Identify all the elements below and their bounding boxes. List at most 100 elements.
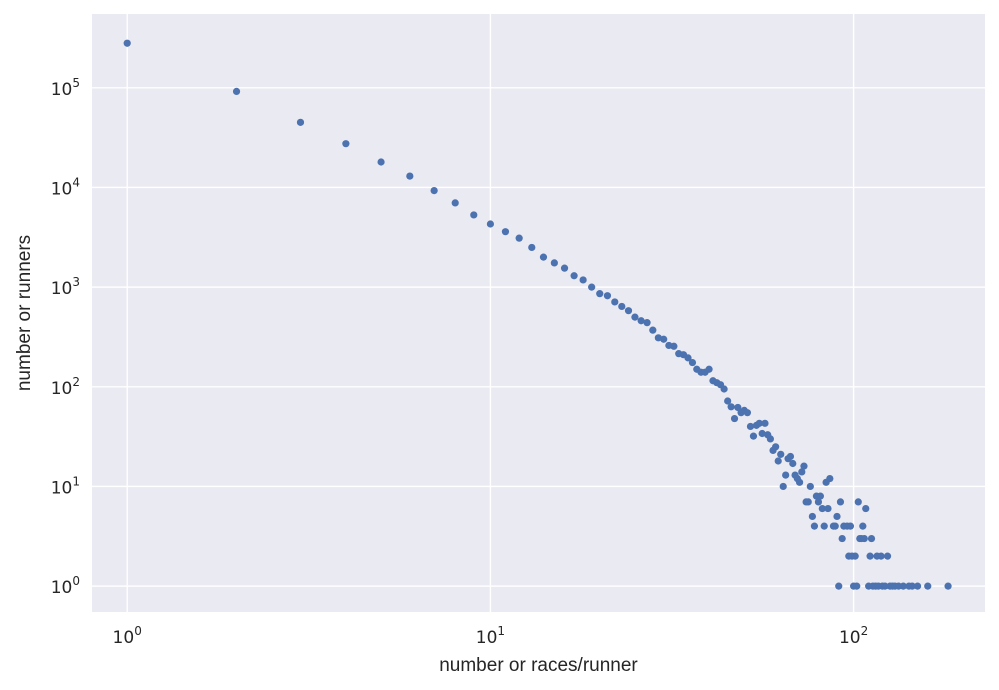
x-tick-label: 100 (113, 624, 142, 648)
y-tick-label: 104 (51, 175, 80, 199)
data-point (789, 459, 797, 468)
data-point (772, 443, 780, 451)
data-point (618, 302, 626, 311)
data-point (818, 504, 826, 513)
y-tick-label: 105 (51, 76, 80, 100)
data-point (804, 498, 812, 506)
data-point (377, 158, 385, 166)
data-point (831, 522, 839, 530)
data-point (824, 504, 832, 513)
data-point (684, 354, 692, 362)
y-tick-label-base: 10 (51, 80, 73, 100)
data-point (814, 498, 823, 506)
data-point (451, 199, 459, 207)
data-point (846, 522, 855, 530)
x-tick-label-base: 10 (839, 628, 861, 648)
data-point (486, 220, 495, 228)
data-point (596, 290, 604, 298)
y-tick-label-base: 10 (51, 379, 73, 399)
data-point (795, 478, 804, 486)
y-tick-label-exponent: 4 (72, 175, 80, 189)
data-point (720, 385, 728, 393)
data-point (913, 582, 922, 590)
data-point (539, 253, 548, 261)
data-point (501, 228, 510, 236)
data-point (808, 512, 816, 521)
y-tick-label-base: 10 (51, 578, 73, 598)
data-point (779, 482, 787, 491)
data-point (883, 552, 892, 560)
y-tick-label-base: 10 (51, 279, 73, 299)
data-point (810, 522, 819, 530)
data-point (727, 403, 735, 411)
data-point (908, 582, 916, 590)
data-point (550, 259, 558, 267)
data-point (838, 534, 846, 543)
data-point (342, 140, 350, 148)
data-point (924, 582, 932, 590)
data-point (749, 432, 758, 440)
grid-lines (92, 14, 985, 612)
y-tick-label-exponent: 0 (72, 574, 80, 588)
data-point (859, 522, 867, 530)
y-tick-label-exponent: 1 (72, 474, 80, 488)
data-point (853, 582, 861, 590)
x-tick-label: 102 (839, 624, 868, 648)
data-point (820, 522, 828, 530)
data-point (743, 409, 752, 417)
data-point (746, 422, 755, 431)
data-point (786, 452, 795, 461)
data-point (406, 172, 414, 180)
x-tick-label-base: 10 (113, 628, 135, 648)
data-point (877, 552, 885, 560)
data-point (755, 419, 763, 427)
data-point (766, 435, 774, 443)
data-point (123, 39, 131, 47)
data-point (730, 414, 739, 423)
data-point (649, 326, 657, 334)
x-axis-label: number or races/runner (439, 655, 638, 676)
data-point (798, 468, 806, 476)
data-point (705, 365, 713, 373)
y-tick-label-exponent: 5 (72, 76, 80, 90)
data-point (624, 307, 633, 315)
x-tick-label-exponent: 1 (497, 624, 505, 638)
x-tick-label-base: 10 (476, 628, 498, 648)
data-point (899, 582, 907, 590)
y-tick-label: 100 (51, 574, 80, 598)
data-point (835, 582, 843, 590)
y-tick-label: 103 (51, 275, 80, 299)
data-point (560, 264, 569, 272)
data-point (734, 403, 742, 412)
x-tick-label-exponent: 0 (134, 624, 142, 638)
data-point (862, 504, 870, 513)
data-point (774, 457, 782, 465)
data-point (232, 87, 241, 95)
data-point (800, 462, 808, 470)
data-point (758, 429, 766, 438)
data-point (866, 552, 874, 560)
data-point (724, 397, 732, 405)
data-point (761, 419, 769, 427)
data-point (782, 471, 790, 479)
data-point (688, 358, 697, 367)
data-point (603, 292, 612, 300)
data-point (867, 534, 876, 543)
data-point (670, 342, 678, 350)
data-point (631, 313, 639, 321)
y-tick-label: 102 (51, 375, 80, 399)
data-point (515, 234, 523, 242)
plot-area (92, 14, 985, 612)
data-point (860, 534, 868, 543)
x-tick-labels: 100 101 102 (113, 624, 869, 648)
data-point (806, 482, 814, 491)
data-point (851, 552, 859, 560)
data-point (777, 450, 785, 458)
data-point (570, 272, 578, 280)
data-point (611, 298, 619, 306)
data-points (123, 39, 952, 590)
data-point (854, 498, 862, 506)
data-point (944, 582, 952, 590)
